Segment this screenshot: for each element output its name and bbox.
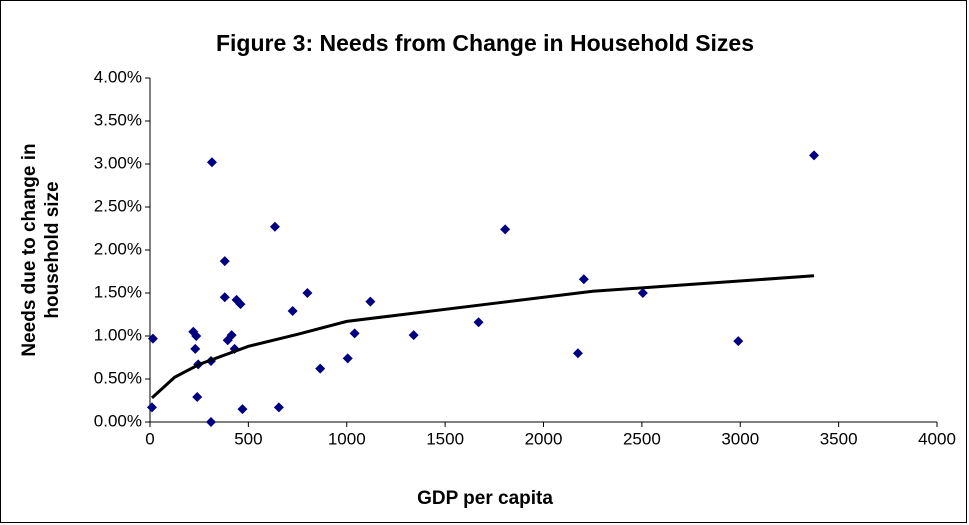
trendline: [150, 274, 815, 400]
x-tick-label: 500: [234, 429, 262, 448]
x-tick-label: 0: [145, 429, 154, 448]
y-tick-label: 4.00%: [94, 67, 142, 86]
chart-title: Figure 3: Needs from Change in Household…: [216, 30, 754, 56]
point: [219, 256, 230, 267]
x-axis-label: GDP per capita: [417, 488, 553, 509]
x-tick-label: 3000: [721, 429, 759, 448]
x-tick-label: 1500: [426, 429, 464, 448]
y-tick-label: 0.00%: [94, 411, 142, 430]
y-tick-label: 1.50%: [94, 282, 142, 301]
point: [809, 150, 820, 161]
y-tick-label: 0.50%: [94, 368, 142, 387]
point: [287, 306, 298, 317]
point: [192, 392, 203, 403]
point: [219, 292, 230, 303]
y-axis-label: household size: [42, 181, 63, 318]
point: [190, 343, 201, 354]
point: [147, 333, 158, 344]
point: [349, 328, 360, 339]
point: [273, 402, 284, 413]
point: [473, 317, 484, 328]
point: [235, 299, 246, 310]
y-axis-label: Needs due to change in: [19, 143, 40, 356]
x-tick-label: 2500: [623, 429, 661, 448]
point: [302, 288, 313, 298]
point: [206, 157, 217, 168]
point: [226, 330, 237, 341]
y-tick-label: 2.50%: [94, 196, 142, 215]
y-tick-label: 2.00%: [94, 239, 142, 258]
x-tick-label: 3500: [820, 429, 858, 448]
x-tick-label: 4000: [918, 429, 956, 448]
x-tick-label: 2000: [525, 429, 563, 448]
point: [733, 336, 744, 347]
point: [205, 417, 216, 427]
point: [572, 348, 583, 359]
point: [191, 331, 202, 341]
x-tick-label: 1000: [328, 429, 366, 448]
y-tick-label: 3.50%: [94, 110, 142, 129]
point: [269, 221, 280, 232]
point: [365, 296, 376, 307]
point: [408, 330, 419, 341]
point: [146, 402, 157, 413]
point: [637, 288, 648, 298]
point: [578, 274, 589, 285]
y-tick-label: 1.00%: [94, 325, 142, 344]
point: [342, 353, 353, 364]
y-tick-label: 3.00%: [94, 153, 142, 172]
point: [500, 224, 511, 235]
point: [237, 404, 248, 415]
point: [315, 363, 326, 374]
